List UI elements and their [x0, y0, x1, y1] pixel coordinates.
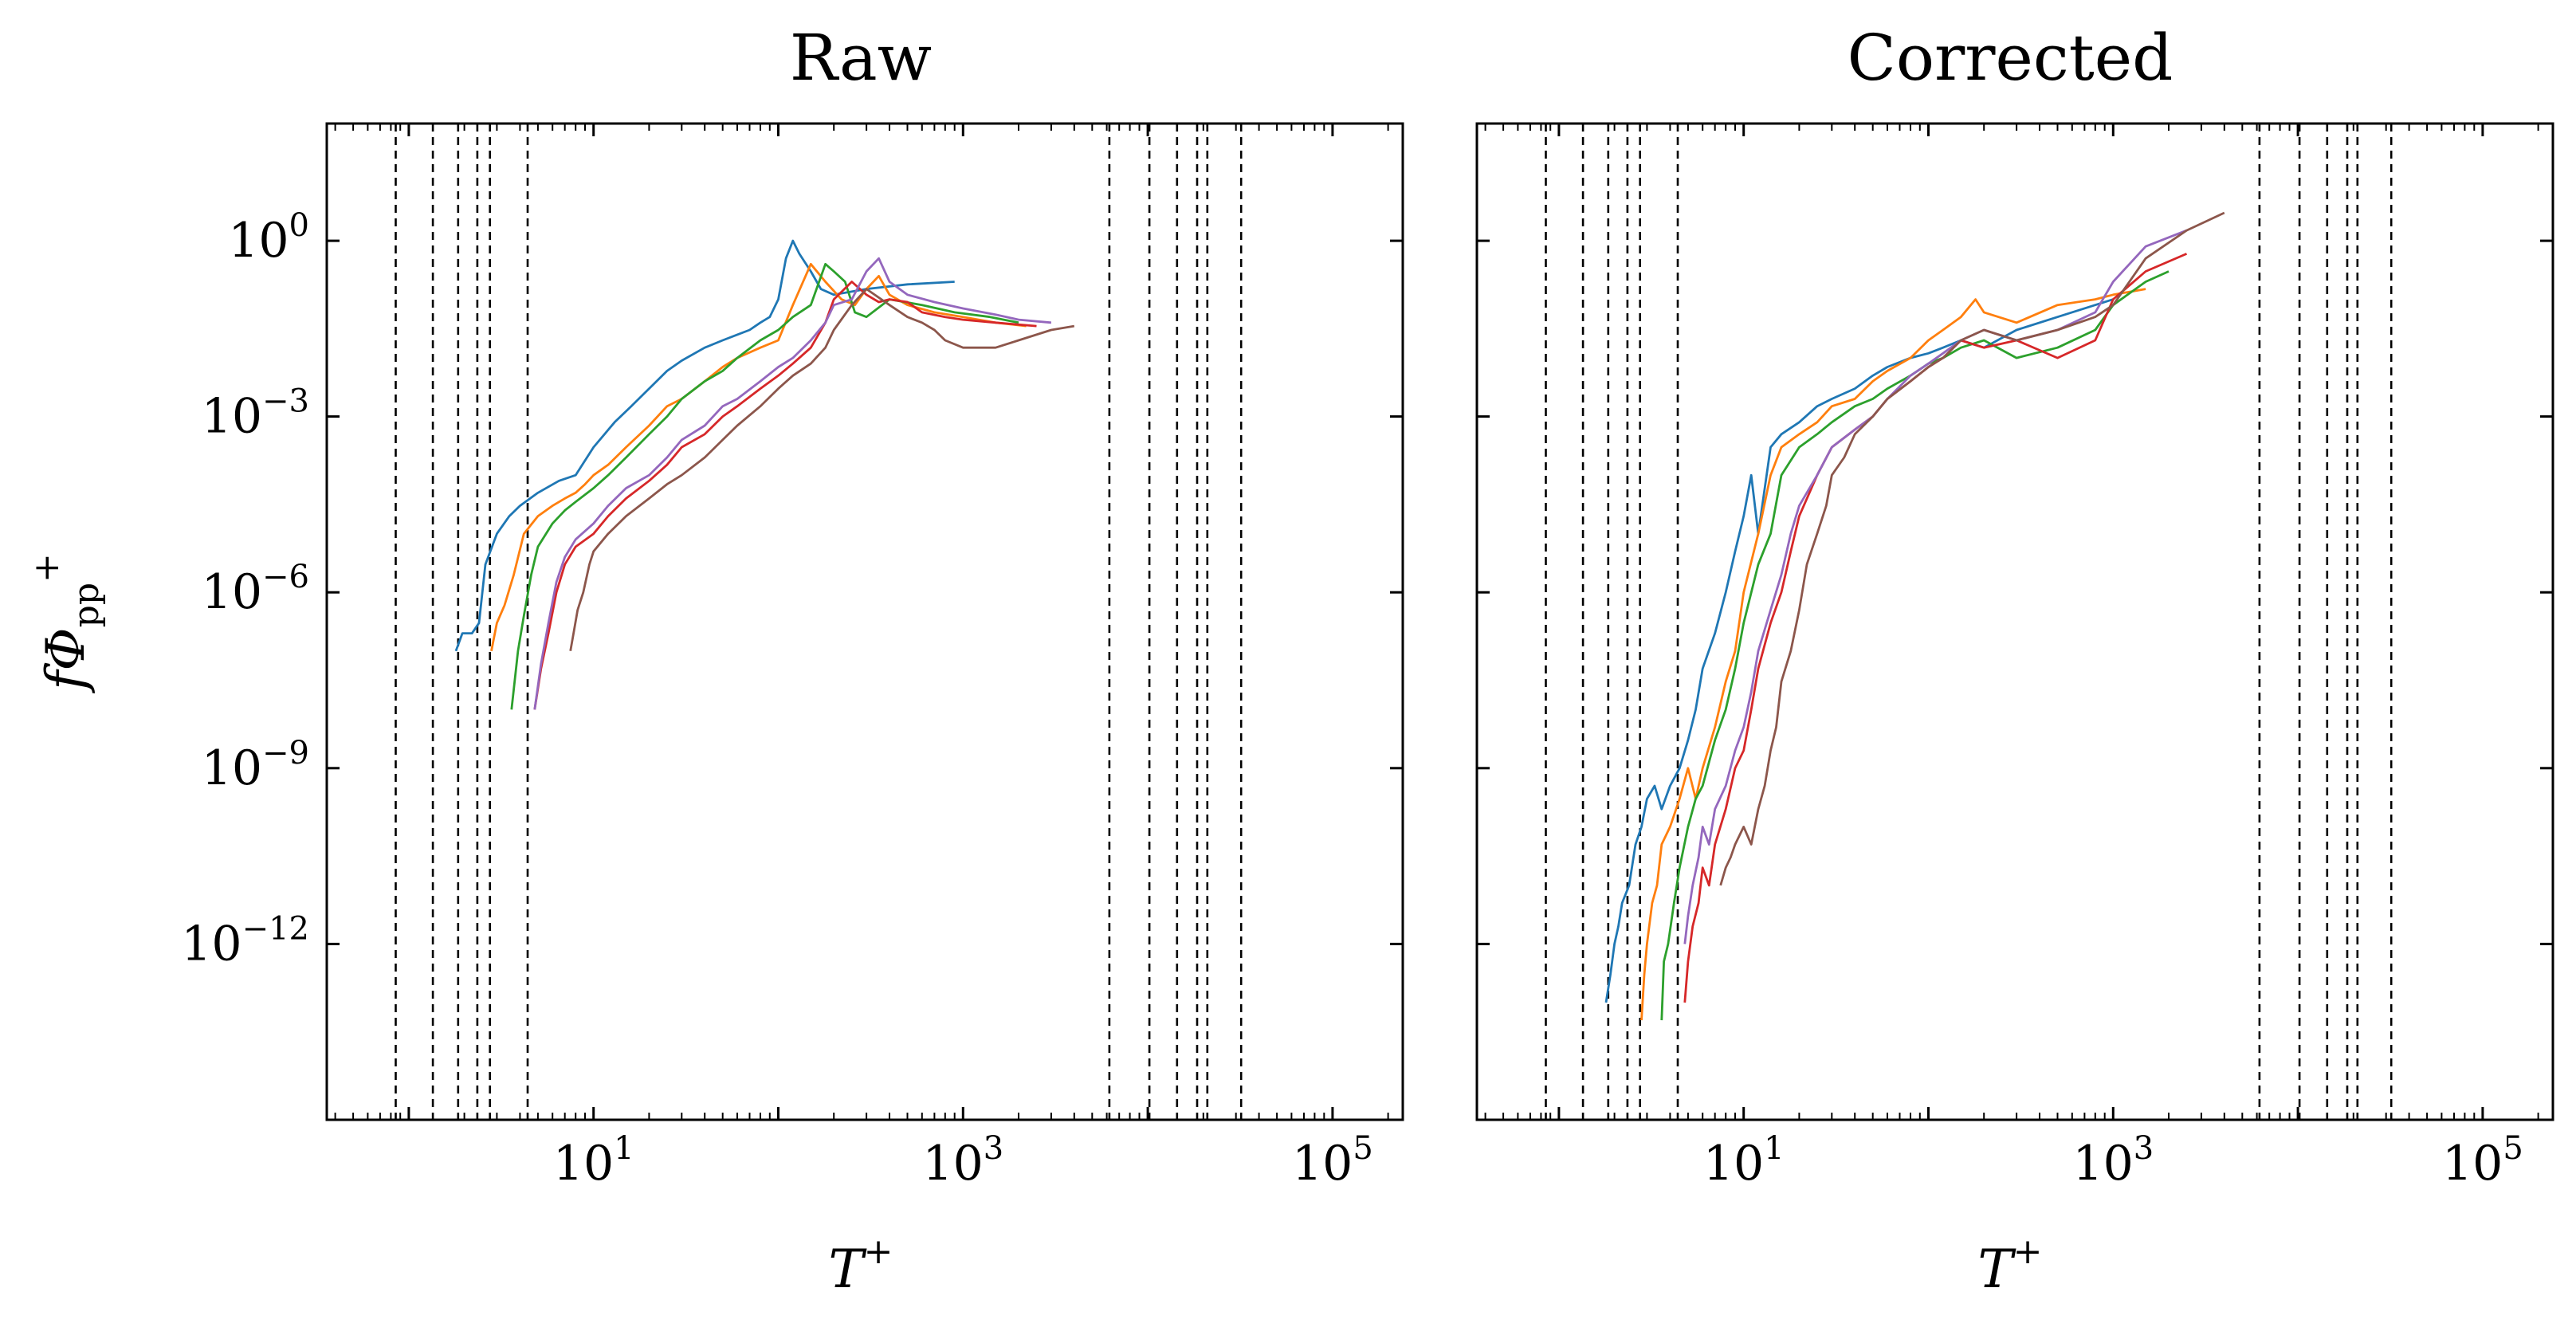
plot-area: 101 103 105 100 10−3 10−6 10−9 10−12 [181, 124, 1403, 1192]
x-tick-label: 101 [1703, 1130, 1785, 1192]
series-line [510, 262, 1019, 710]
series-line [533, 281, 1037, 710]
panel-title: Corrected [1848, 21, 2174, 95]
series-line [1660, 270, 2170, 1021]
series-line [1683, 229, 2188, 944]
series-line [454, 239, 955, 652]
y-axis-label: fΦpp+ [26, 553, 107, 694]
series-line [490, 262, 1027, 652]
x-tick-label: 101 [553, 1130, 634, 1192]
y-tick-label: 10−6 [202, 559, 309, 620]
series-line [1604, 298, 2114, 1003]
y-tick-label: 10−12 [181, 910, 309, 972]
panel-title: Raw [790, 21, 932, 95]
panel-corrected: Corrected 101 103 105 T+ [1475, 21, 2554, 1300]
series-line [1683, 253, 2188, 1003]
series-line [569, 288, 1075, 652]
y-tick-label: 100 [228, 207, 309, 269]
panel-raw: Raw 101 103 105 100 10−3 10−6 10−9 10−12 T+ fΦp… [26, 21, 1404, 1300]
x-axis-label: T+ [829, 1231, 893, 1300]
plot-area: 101 103 105 [1477, 124, 2553, 1192]
axes-frame [1475, 122, 2554, 1121]
y-tick-label: 10−3 [202, 383, 309, 445]
series-line [533, 257, 1052, 710]
x-tick-label: 103 [2072, 1130, 2154, 1192]
x-tick-label: 105 [1292, 1130, 1373, 1192]
axes-frame [325, 122, 1404, 1121]
y-tick-label: 10−9 [202, 735, 309, 796]
series-line [1719, 211, 2225, 886]
x-axis-label: T+ [1978, 1231, 2043, 1300]
x-tick-label: 103 [922, 1130, 1003, 1192]
series-line [1640, 288, 2146, 1021]
x-tick-label: 105 [2442, 1130, 2523, 1192]
